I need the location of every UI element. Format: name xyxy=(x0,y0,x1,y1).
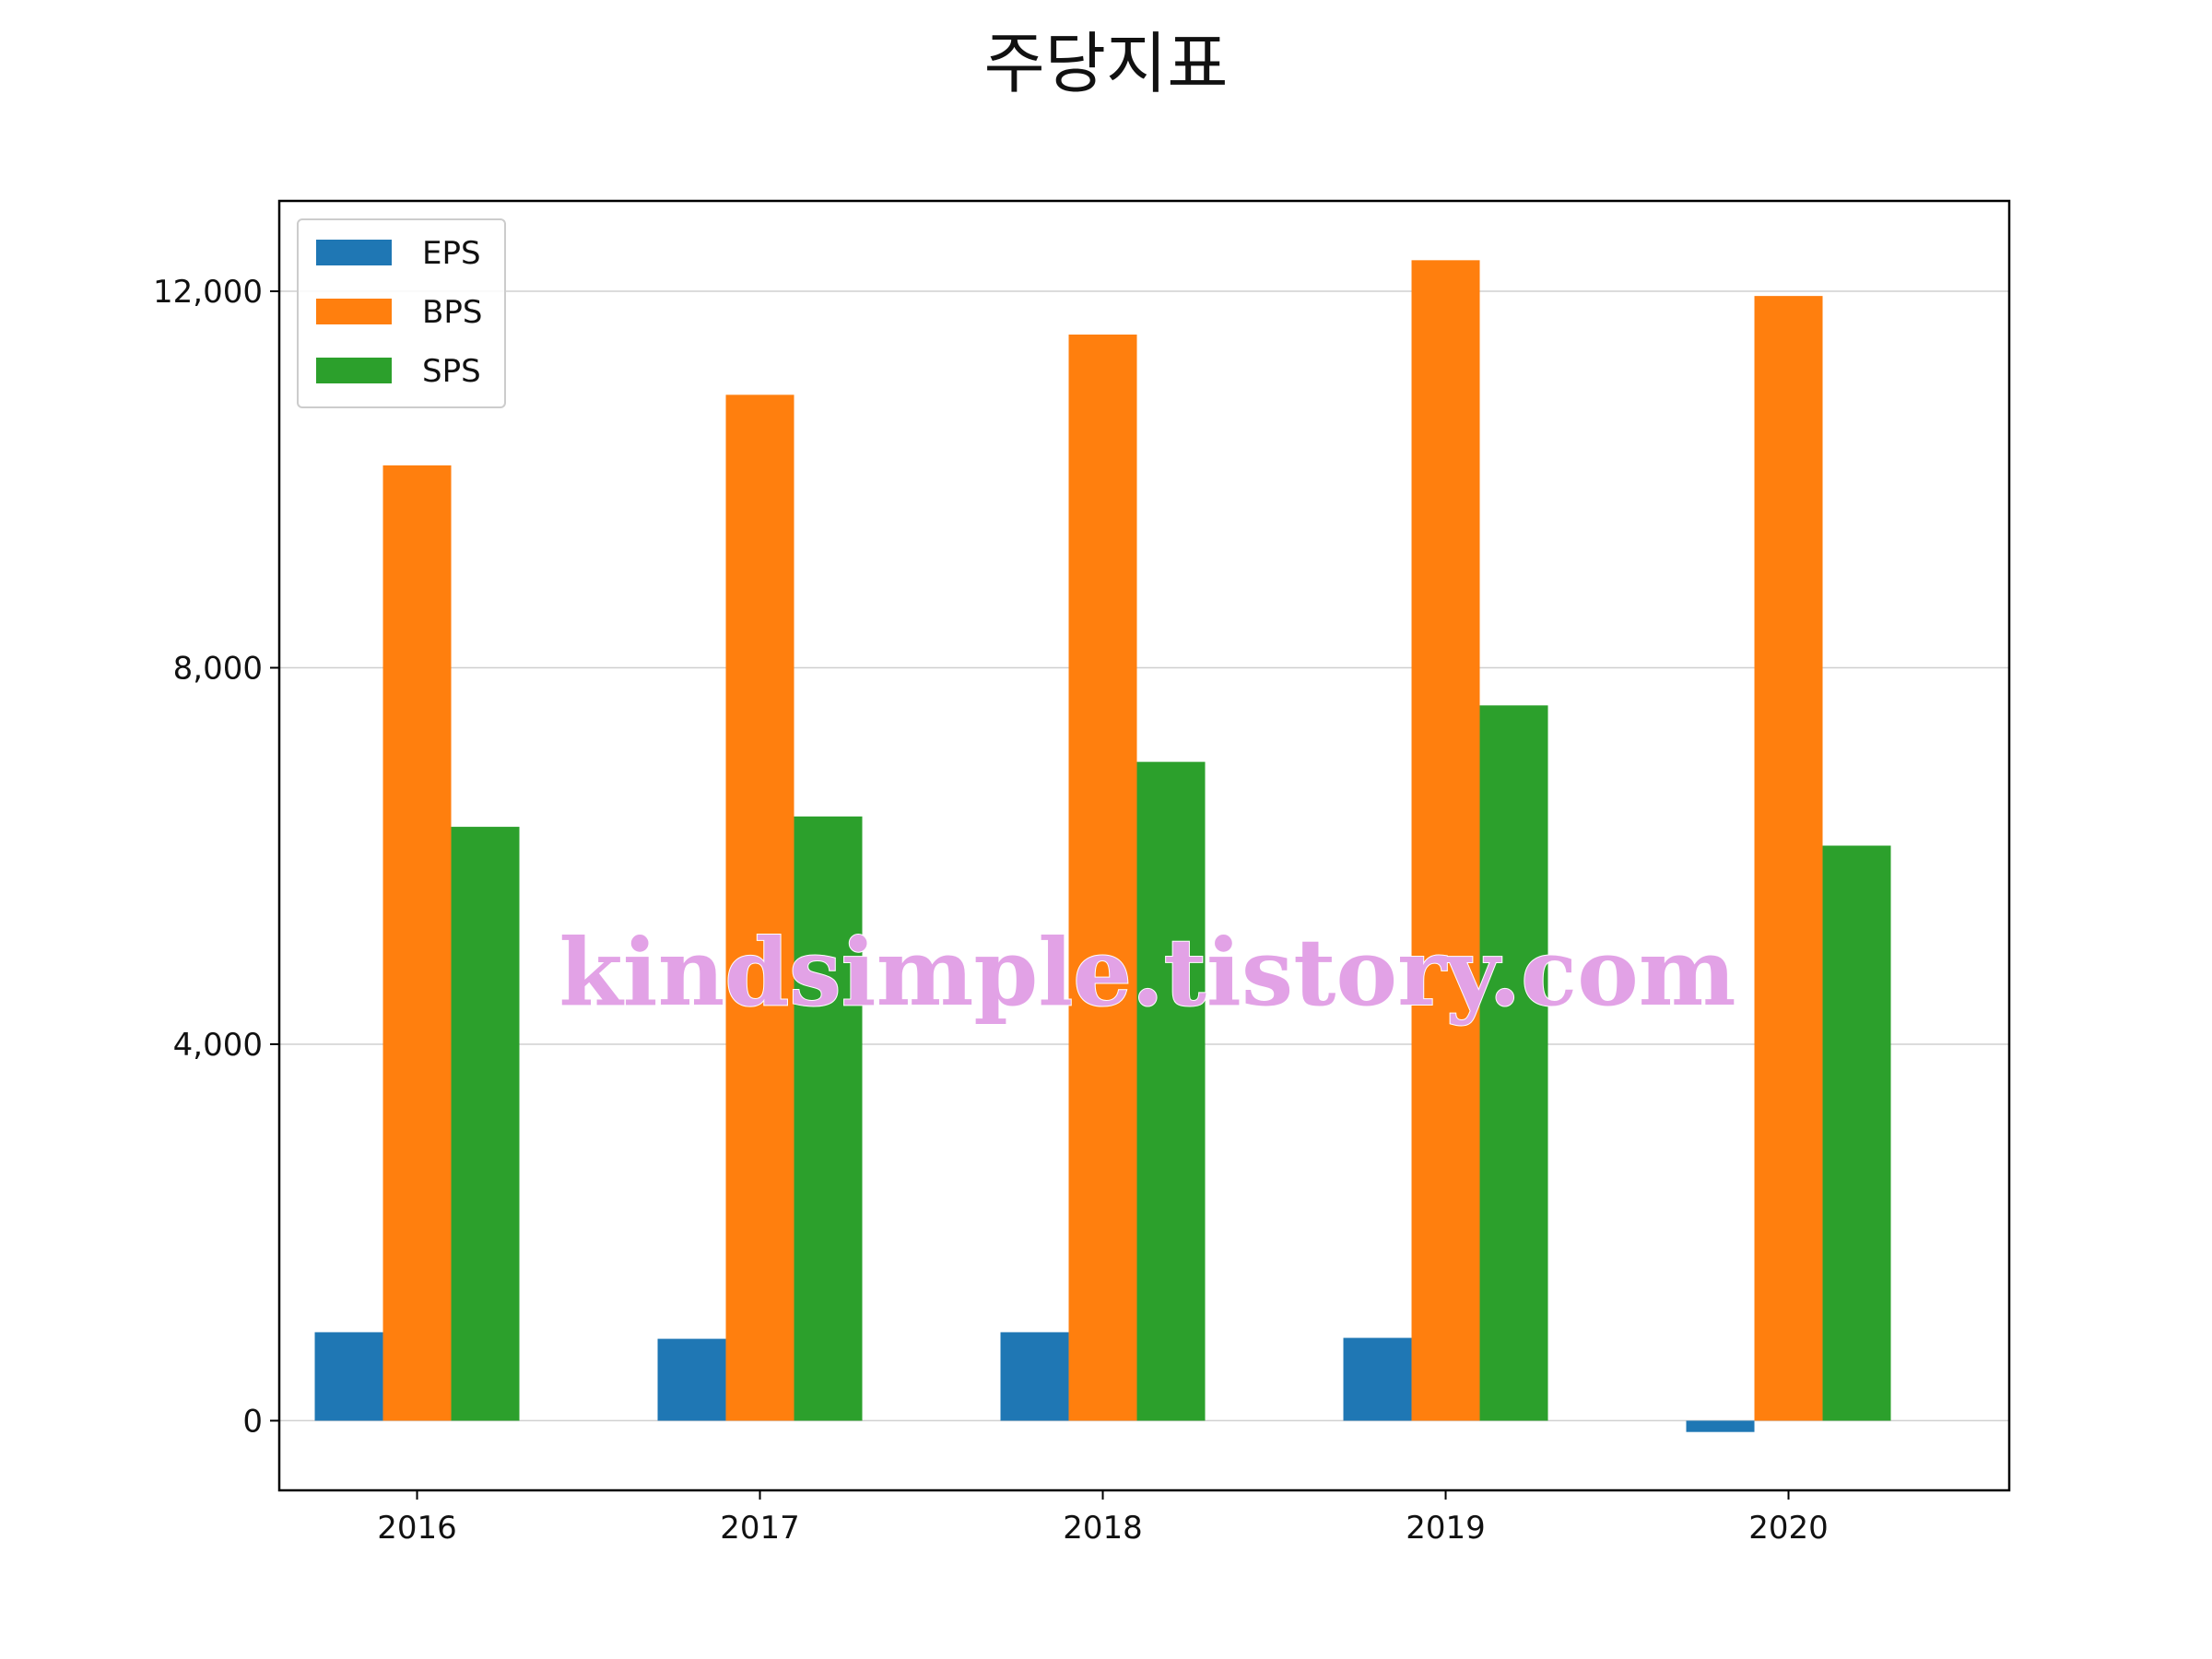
legend-label-bps: BPS xyxy=(422,294,482,331)
bar-bps-2017 xyxy=(725,394,794,1421)
legend: EPS BPS SPS xyxy=(297,218,506,408)
bar-bps-2019 xyxy=(1411,260,1480,1421)
legend-swatch-sps xyxy=(316,358,392,383)
y-tick-label: 0 xyxy=(242,1403,263,1440)
y-tick-label: 8,000 xyxy=(173,650,263,687)
x-tick-label: 2019 xyxy=(1406,1510,1486,1547)
x-tick-label: 2018 xyxy=(1063,1510,1143,1547)
chart-title: 주당지표 xyxy=(983,25,1229,102)
bar-eps-2016 xyxy=(314,1332,383,1421)
bar-eps-2019 xyxy=(1343,1337,1412,1421)
plot-frame xyxy=(277,199,2011,1492)
legend-label-sps: SPS xyxy=(422,353,481,390)
bars-layer xyxy=(314,260,1891,1432)
legend-swatch-bps xyxy=(316,299,392,324)
watermark-text: kindsimple.tistory.com xyxy=(559,918,1735,1027)
y-axis: 0 4,000 8,000 12,000 xyxy=(153,274,279,1440)
y-tick-label: 12,000 xyxy=(153,274,263,311)
y-tick-label: 4,000 xyxy=(173,1027,263,1064)
bar-bps-2018 xyxy=(1068,335,1137,1421)
x-tick-label: 2017 xyxy=(720,1510,800,1547)
bar-bps-2016 xyxy=(382,465,452,1421)
x-axis: 2016 2017 2018 2019 2020 xyxy=(377,1490,1829,1547)
bar-sps-2016 xyxy=(451,827,520,1421)
legend-swatch-eps xyxy=(316,240,392,265)
bar-bps-2020 xyxy=(1754,296,1823,1421)
bar-eps-2020 xyxy=(1686,1420,1755,1432)
x-tick-label: 2016 xyxy=(377,1510,457,1547)
bar-eps-2017 xyxy=(657,1338,726,1421)
bar-sps-2019 xyxy=(1479,705,1548,1421)
legend-label-eps: EPS xyxy=(422,235,481,272)
bar-eps-2018 xyxy=(1000,1332,1069,1421)
bar-sps-2018 xyxy=(1136,761,1206,1421)
x-tick-label: 2020 xyxy=(1748,1510,1829,1547)
bar-sps-2017 xyxy=(794,816,863,1421)
bar-sps-2020 xyxy=(1822,845,1891,1421)
